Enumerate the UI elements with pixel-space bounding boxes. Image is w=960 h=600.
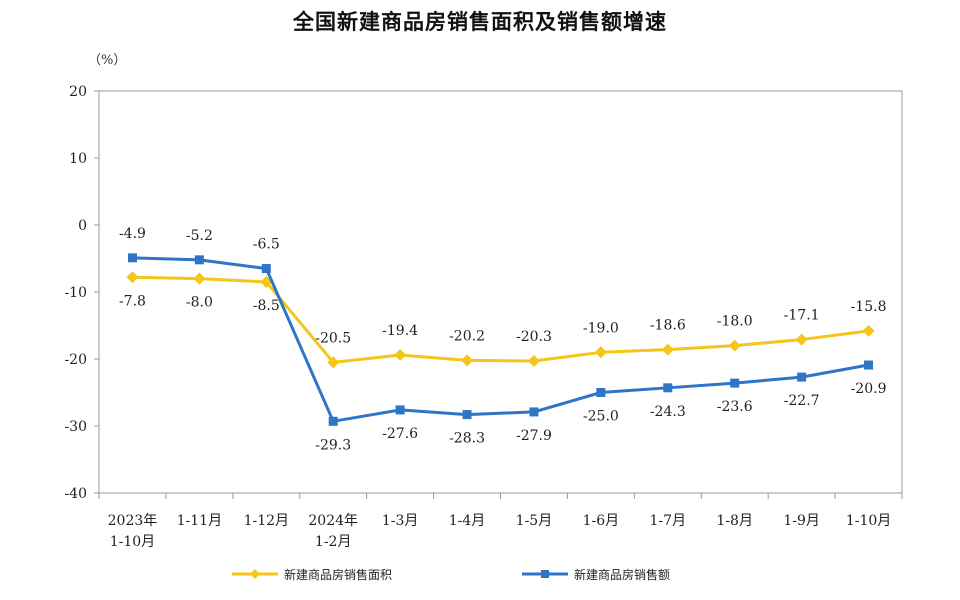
- series-line: [132, 256, 869, 423]
- data-point-marker: [862, 324, 875, 337]
- data-label: -6.5: [253, 237, 280, 253]
- y-tick-label: -40: [64, 486, 87, 502]
- data-label: -18.6: [650, 318, 686, 334]
- data-point-marker: [596, 388, 606, 397]
- x-tick-label: 1-10月: [110, 534, 155, 550]
- x-tick-label: 1-3月: [382, 513, 419, 529]
- data-label: -15.8: [851, 299, 887, 315]
- data-label: -20.9: [851, 381, 887, 397]
- data-label: -24.3: [650, 404, 686, 420]
- data-label: -28.3: [449, 431, 485, 447]
- data-label: -4.9: [119, 226, 146, 242]
- legend-marker: [250, 569, 260, 579]
- x-tick-label: 2024年: [308, 513, 358, 529]
- chart-title: 全国新建商品房销售面积及销售额增速: [293, 10, 667, 34]
- plot-frame: [98, 90, 903, 494]
- data-point-marker: [527, 355, 540, 368]
- data-point-marker: [864, 360, 874, 370]
- data-point-marker: [462, 410, 472, 420]
- data-point-marker: [663, 383, 673, 393]
- legend-label: 新建商品房销售额: [574, 567, 670, 582]
- x-tick-label: 1-5月: [516, 513, 553, 529]
- data-point-marker: [395, 405, 405, 415]
- data-label: -27.6: [382, 426, 418, 442]
- data-point-marker: [797, 372, 807, 382]
- data-label: -8.0: [186, 295, 213, 311]
- x-tick-label: 1-7月: [650, 513, 687, 529]
- x-tick-label: 1-12月: [244, 513, 289, 529]
- data-label: -7.8: [119, 293, 146, 309]
- data-label: -25.0: [583, 409, 619, 425]
- legend-label: 新建商品房销售面积: [284, 567, 392, 582]
- x-tick-label: 1-4月: [449, 513, 486, 529]
- y-tick-label: -20: [64, 352, 87, 368]
- x-tick-label: 1-2月: [315, 534, 352, 550]
- data-point-marker: [394, 348, 407, 361]
- data-point-marker: [728, 339, 741, 352]
- y-tick-label: -10: [64, 285, 87, 301]
- data-point-marker: [193, 272, 206, 285]
- series-line: [132, 275, 869, 364]
- data-point-marker: [127, 253, 137, 263]
- x-tick-label: 2023年: [108, 513, 158, 529]
- data-point-marker: [126, 271, 139, 284]
- x-tick-label: 1-11月: [177, 513, 222, 529]
- data-point-marker: [730, 378, 740, 388]
- data-point-marker: [529, 407, 539, 417]
- y-axis-unit: （%）: [88, 53, 127, 68]
- x-tick-label: 1-6月: [583, 513, 620, 529]
- data-label: -20.3: [516, 329, 552, 345]
- legend-marker: [541, 570, 549, 578]
- data-label: -5.2: [186, 228, 213, 244]
- data-label: -22.7: [784, 393, 820, 409]
- data-label: -20.5: [315, 330, 351, 346]
- data-label: -19.4: [382, 323, 418, 339]
- y-tick-label: 0: [78, 218, 87, 234]
- y-tick-label: -30: [64, 419, 87, 435]
- x-tick-label: 1-9月: [783, 513, 820, 529]
- y-tick-label: 10: [69, 151, 87, 167]
- data-label: -19.0: [583, 320, 619, 336]
- data-label: -18.0: [717, 314, 753, 330]
- data-label: -17.1: [784, 308, 820, 324]
- data-point-marker: [327, 356, 340, 369]
- y-tick-label: 20: [69, 84, 87, 100]
- data-point-marker: [261, 264, 271, 274]
- x-tick-label: 1-10月: [846, 513, 891, 529]
- data-label: -8.5: [253, 298, 280, 314]
- data-point-marker: [461, 354, 474, 367]
- data-label: -23.6: [717, 399, 753, 415]
- x-tick-label: 1-8月: [716, 513, 753, 529]
- data-label: -27.9: [516, 428, 552, 444]
- data-point-marker: [594, 346, 607, 359]
- data-point-marker: [194, 255, 204, 265]
- data-point-marker: [795, 333, 808, 346]
- data-label: -20.2: [449, 328, 485, 344]
- data-point-marker: [661, 343, 674, 356]
- data-point-marker: [328, 416, 338, 426]
- data-label: -29.3: [315, 437, 351, 453]
